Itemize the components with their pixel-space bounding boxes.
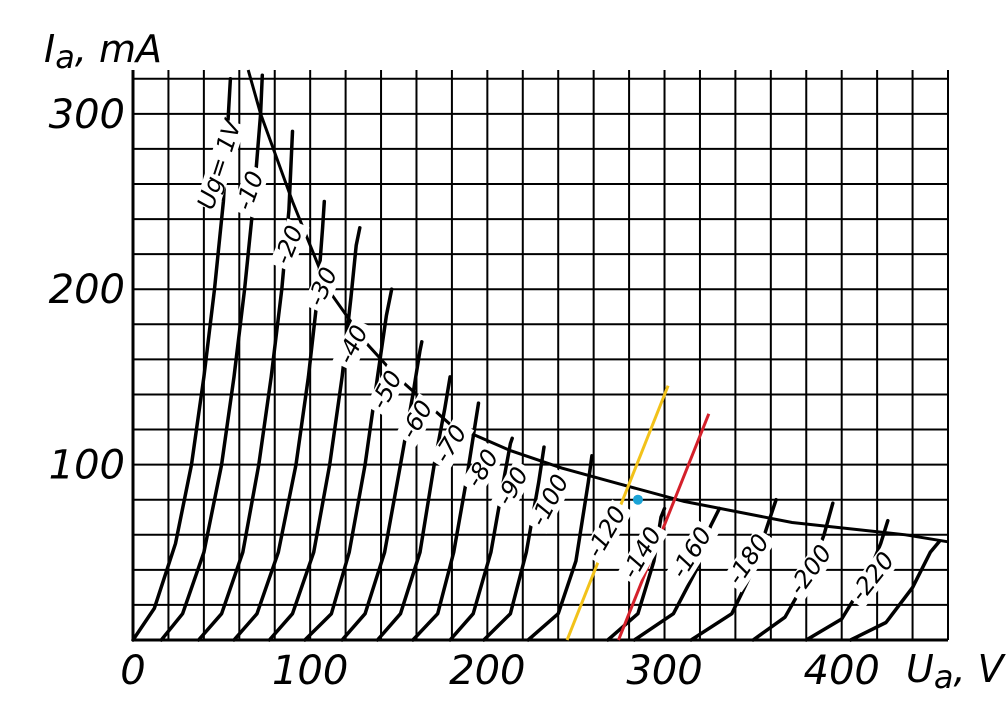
curve-label-backing [332,318,375,372]
curve-label-group: -10 [230,164,271,218]
power-limit-curve [246,69,949,544]
curve-label-group: -180 [721,527,777,593]
characteristic-curve [303,287,394,642]
operating-points [632,494,643,505]
characteristic-curve [159,73,265,642]
x-tick-label: 0 [120,648,145,694]
characteristic-curve [411,401,481,642]
characteristic-curve [848,540,941,642]
x-axis-title: Ua, V [906,647,1006,696]
characteristic-curves [131,73,941,642]
curve-label-backing [844,545,902,610]
curve-label-backing [365,363,410,418]
characteristic-curve [632,506,722,642]
characteristic-curve [267,226,362,642]
curve-label-backing [581,499,633,566]
curve-label-backing [231,164,271,218]
chart-grid [133,70,949,640]
characteristic-curve [375,375,452,642]
characteristic-curve [606,506,667,642]
curve-label-backing [616,520,669,587]
x-tick-label: 400 [804,648,880,694]
characteristic-curve [340,340,424,642]
curve-label-backing [783,538,839,603]
x-axis-title-main: U [906,647,934,691]
characteristic-curve [526,454,594,642]
curve-label-group: -160 [665,520,719,586]
curve-label-group: -60 [395,393,440,447]
characteristic-curve [131,77,233,642]
y-tick-label: 200 [49,267,125,313]
characteristic-curve [482,445,546,642]
curve-label-backing [428,417,475,472]
operating-point [632,494,643,505]
y-tick-label: 300 [49,92,125,138]
load-line [617,413,711,641]
curve-label-backing [490,459,536,514]
x-tick-label: 100 [272,648,348,694]
load-lines [565,385,711,641]
power-limit-curve-group [246,69,949,544]
x-tick-label: 300 [626,648,702,694]
curve-labels: Ug= 1V-10-20-30-40-50-60-70-80-90-100-12… [192,115,902,610]
characteristic-curve [232,199,327,642]
curve-label-backing [302,260,345,314]
curve-label-backing [460,442,506,496]
y-axis-title-main: I [44,27,55,71]
y-tick-label: 100 [49,443,125,489]
tick-labels: 0 100 200 300 400 100 200 300 [49,92,880,694]
y-axis-title-sub: a [55,38,75,76]
curve-label-backing [665,520,719,586]
curve-label-backing [269,218,310,272]
characteristic-curve [448,436,514,642]
curve-label-group: -220 [844,545,902,610]
curve-label-group: -20 [268,218,310,272]
y-axis-title-unit: , mA [75,27,162,71]
x-axis-title-sub: a [934,658,954,696]
curve-label-backing [721,527,777,593]
x-axis-title-unit: , V [953,647,1006,691]
curve-label-backing [395,393,440,447]
x-tick-label: 200 [449,648,525,694]
curve-label-group: -50 [365,363,410,418]
curve-label-backing [525,467,576,534]
y-axis-title: Ia, mA [44,27,162,76]
curve-label-backing [195,118,246,212]
